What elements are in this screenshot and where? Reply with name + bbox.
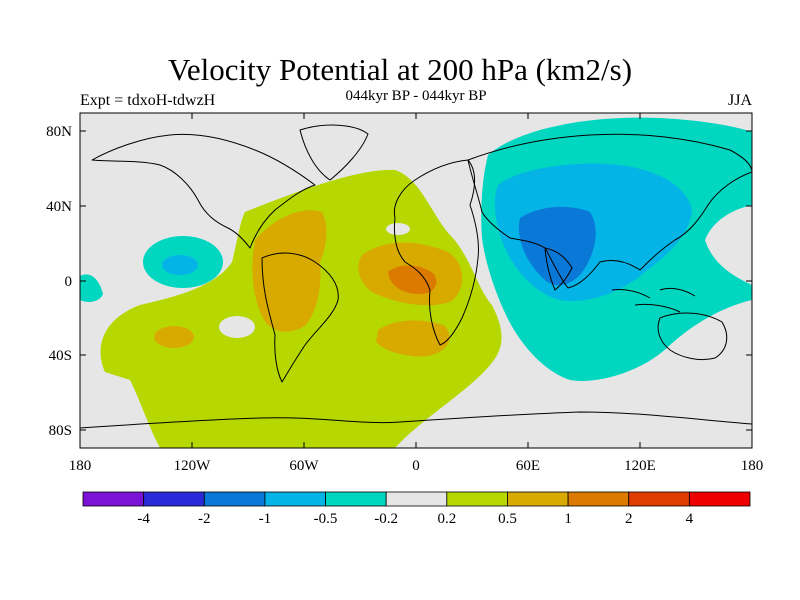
- map-title: Velocity Potential at 200 hPa (km2/s): [167, 52, 633, 87]
- neutral-patch: [219, 316, 255, 338]
- colorbar-level-label: 4: [686, 511, 694, 527]
- lon-label: 120E: [624, 458, 656, 474]
- colorbar-swatch: [264, 491, 326, 507]
- colorbar-level-label: -1: [259, 511, 272, 527]
- lon-label: 120W: [174, 458, 212, 474]
- colorbar-swatch: [628, 491, 690, 507]
- colorbar-swatch: [507, 491, 569, 507]
- coast-south-america: [261, 252, 339, 383]
- colorbar-swatch: [567, 491, 630, 507]
- contour-positive-0.5-south: [376, 320, 450, 357]
- lon-label: 180: [741, 458, 764, 474]
- colorbar-level-label: 0.5: [498, 511, 517, 527]
- contour-negative-1: [518, 206, 596, 286]
- lat-label: 40S: [49, 348, 72, 364]
- contour-negative-0.5-pacific: [162, 255, 198, 275]
- coast-maritime-continent: [611, 287, 696, 313]
- filled-contours: [80, 117, 752, 448]
- contour-positive-1: [388, 265, 437, 294]
- colorbar-swatch: [325, 491, 387, 507]
- lon-tick-marks: [79, 113, 753, 448]
- coast-north-america: [91, 133, 316, 249]
- lon-label: 60E: [516, 458, 540, 474]
- coastlines: [80, 124, 752, 429]
- lat-label: 40N: [46, 199, 72, 215]
- coast-africa-europe: [393, 159, 479, 346]
- lat-tick-marks: [80, 130, 752, 431]
- colorbar-swatch: [688, 491, 751, 507]
- lon-label: 0: [412, 458, 420, 474]
- experiment-label: Expt = tdxoH-tdwzH: [80, 92, 216, 109]
- lon-label: 60W: [289, 458, 319, 474]
- coast-greenland: [299, 124, 369, 181]
- colorbar-swatch: [446, 491, 508, 507]
- coast-india: [544, 247, 573, 291]
- coast-asia: [467, 133, 752, 289]
- coast-antarctica: [80, 411, 752, 429]
- lat-label: 80N: [46, 124, 72, 140]
- lat-label: 0: [65, 274, 73, 290]
- colorbar-swatch: [82, 491, 145, 507]
- colorbar-swatch: [203, 491, 266, 507]
- colorbar-level-label: -0.2: [374, 511, 398, 527]
- colorbar-level-label: -4: [137, 511, 150, 527]
- lon-label: 180: [69, 458, 92, 474]
- colorbar-level-label: -0.5: [314, 511, 338, 527]
- colorbar-level-label: -2: [198, 511, 211, 527]
- contour-positive-0.5-americas: [252, 210, 327, 332]
- colorbar-swatch: [385, 491, 448, 507]
- lat-label: 80S: [49, 423, 72, 439]
- coast-australia: [657, 312, 728, 361]
- colorbar: -4 -2 -1 -0.5 -0.2 0.2 0.5 1 2 4: [82, 491, 751, 527]
- colorbar-level-label: 2: [625, 511, 633, 527]
- contour-positive-0.5-pacific: [154, 326, 194, 348]
- colorbar-swatch: [143, 491, 205, 507]
- colorbar-level-label: 0.2: [437, 511, 456, 527]
- neutral-patch: [386, 223, 410, 235]
- colorbar-level-label: 1: [564, 511, 572, 527]
- season-label: JJA: [727, 92, 752, 109]
- time-range-subtitle: 044kyr BP - 044kyr BP: [345, 88, 487, 104]
